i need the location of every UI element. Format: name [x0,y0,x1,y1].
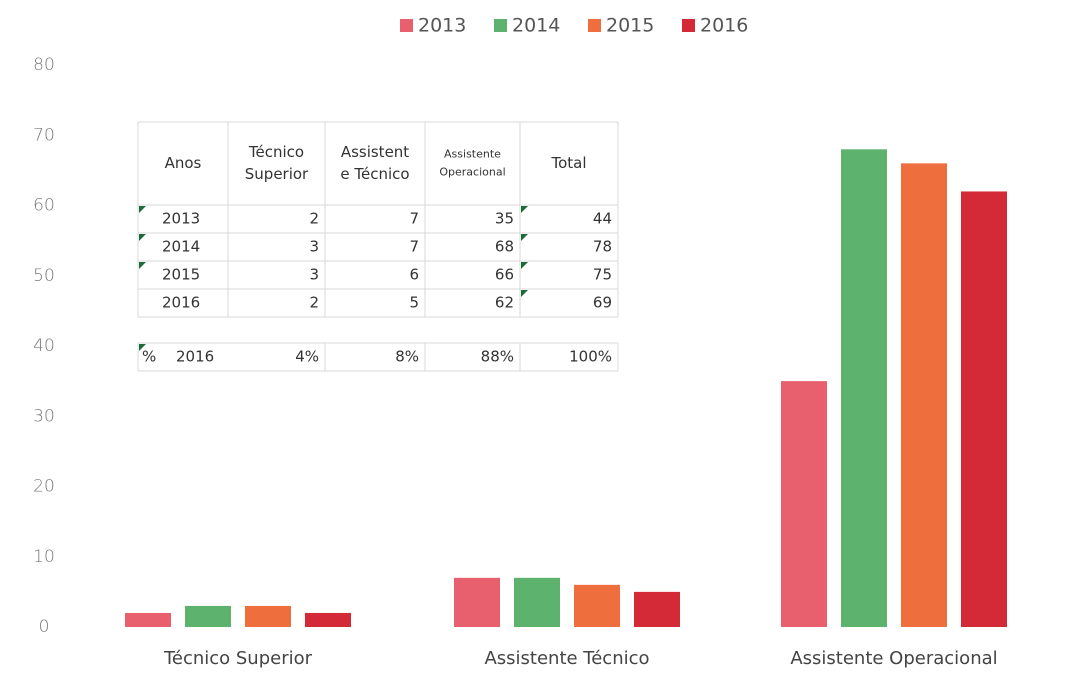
legend-swatch [494,19,507,32]
table-cell: 2 [309,210,319,228]
table-cell: 2013 [162,210,200,228]
table-header: Total [550,154,586,172]
y-tick-label: 70 [33,125,55,145]
table-header: Anos [165,154,202,172]
table-header: Superior [245,165,309,183]
cell-marker [139,262,146,269]
y-tick-label: 10 [33,547,55,567]
table-cell: 68 [495,238,514,256]
table-cell: 4% [295,348,319,366]
table-header: Técnico [248,143,304,161]
table-cell: 100% [569,348,612,366]
table-header: e Técnico [340,165,409,183]
bar [961,191,1007,627]
table-cell: 62 [495,294,514,312]
x-tick-label: Assistente Operacional [790,648,997,669]
x-tick-label: Assistente Técnico [484,648,649,669]
table-cell: 78 [593,238,612,256]
legend-swatch [588,19,601,32]
table-header: Assistent [341,143,409,161]
legend-label: 2014 [512,15,560,37]
bar [841,149,887,628]
bar [454,577,500,627]
cell-marker [521,290,528,297]
bar [305,612,351,627]
table-cell: 8% [395,348,419,366]
table-cell: 35 [495,210,514,228]
table-cell: 2016 [176,348,214,366]
table-cell: 2014 [162,238,200,256]
table-cell: 75 [593,266,612,284]
bar [574,584,620,627]
y-tick-label: 40 [33,336,55,356]
table-cell: 66 [495,266,514,284]
table-cell: 2016 [162,294,200,312]
y-tick-label: 0 [39,617,50,637]
table-header: Assistente [444,148,501,161]
table-cell: 88% [481,348,514,366]
table-cell: 2015 [162,266,200,284]
y-tick-label: 30 [33,406,55,426]
bar [634,591,680,627]
y-tick-label: 60 [33,196,55,216]
cell-marker [139,206,146,213]
bar [781,381,827,627]
table-cell: % [142,348,156,366]
legend-swatch [682,19,695,32]
y-tick-label: 80 [33,55,55,75]
table-cell: 3 [309,266,319,284]
table-cell: 44 [593,210,612,228]
cell-marker [139,234,146,241]
legend-label: 2016 [700,15,748,37]
table-cell: 3 [309,238,319,256]
table-header: Operacional [439,166,505,179]
cell-marker [521,234,528,241]
table-cell: 7 [409,210,419,228]
bar [125,612,171,627]
legend-swatch [400,19,413,32]
y-tick-label: 20 [33,477,55,497]
cell-marker [521,206,528,213]
table-bg [138,122,618,317]
x-tick-label: Técnico Superior [163,648,313,669]
table-cell: 69 [593,294,612,312]
bar [245,605,291,627]
legend-label: 2015 [606,15,654,37]
legend-label: 2013 [418,15,466,37]
cell-marker [521,262,528,269]
bar [901,163,947,627]
table-cell: 7 [409,238,419,256]
y-tick-label: 50 [33,266,55,286]
cell-marker [139,344,146,351]
table-cell: 5 [409,294,419,312]
bar [185,605,231,627]
table-cell: 2 [309,294,319,312]
bar [514,577,560,627]
table-cell: 6 [409,266,419,284]
